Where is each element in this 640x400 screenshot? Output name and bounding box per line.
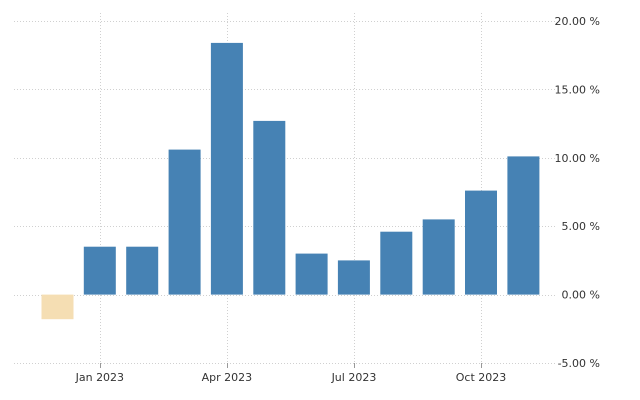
x-axis-labels: Jan 2023 Apr 2023 Jul 2023 Oct 2023 bbox=[75, 371, 507, 384]
x-tick-label: Oct 2023 bbox=[456, 371, 507, 384]
y-tick-label: 5.00 % bbox=[562, 220, 600, 233]
bar[interactable] bbox=[295, 253, 328, 295]
bar[interactable] bbox=[422, 219, 455, 295]
x-tick-label: Jul 2023 bbox=[331, 371, 377, 384]
bar[interactable] bbox=[253, 120, 286, 295]
y-tick-label: -5.00 % bbox=[558, 357, 600, 370]
x-tick-label: Jan 2023 bbox=[75, 371, 124, 384]
bar[interactable] bbox=[380, 231, 413, 295]
bar[interactable] bbox=[465, 190, 497, 295]
bar[interactable] bbox=[83, 246, 116, 295]
bar[interactable] bbox=[41, 294, 74, 320]
y-tick-label: 15.00 % bbox=[555, 83, 600, 96]
bar[interactable] bbox=[168, 149, 201, 295]
y-tick-label: 0.00 % bbox=[562, 289, 600, 302]
bars bbox=[41, 42, 540, 320]
y-tick-label: 20.00 % bbox=[555, 15, 600, 28]
bar[interactable] bbox=[507, 156, 540, 295]
bar[interactable] bbox=[210, 42, 243, 295]
x-tick-label: Apr 2023 bbox=[202, 371, 253, 384]
y-tick-label: 10.00 % bbox=[555, 152, 600, 165]
bar[interactable] bbox=[337, 260, 370, 295]
bar[interactable] bbox=[126, 246, 159, 295]
y-axis-labels: 20.00 % 15.00 % 10.00 % 5.00 % 0.00 % -5.00 % bbox=[555, 15, 600, 370]
